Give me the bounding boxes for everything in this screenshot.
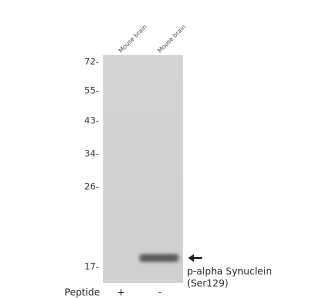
peptide-value: + — [117, 288, 125, 298]
western-blot-figure: Mouse brain Mouse brain 72- 55- 43- 34- … — [0, 0, 302, 298]
marker-label: 43- — [84, 117, 99, 127]
band-arrow — [188, 254, 202, 262]
marker-label: 17- — [84, 263, 99, 273]
target-label: (Ser129) — [187, 279, 228, 290]
peptide-label: Peptide — [64, 288, 100, 298]
protein-band-core — [142, 256, 176, 260]
target-label: p-alpha Synuclein — [187, 267, 272, 278]
peptide-value: - — [158, 288, 161, 298]
marker-label: 26- — [84, 183, 99, 193]
marker-label: 72- — [84, 58, 99, 68]
marker-label: 55- — [84, 87, 99, 97]
marker-label: 34- — [84, 150, 99, 160]
lane-label: Mouse brain — [157, 23, 188, 54]
lane-label: Mouse brain — [118, 23, 149, 54]
blot-membrane — [103, 55, 183, 283]
